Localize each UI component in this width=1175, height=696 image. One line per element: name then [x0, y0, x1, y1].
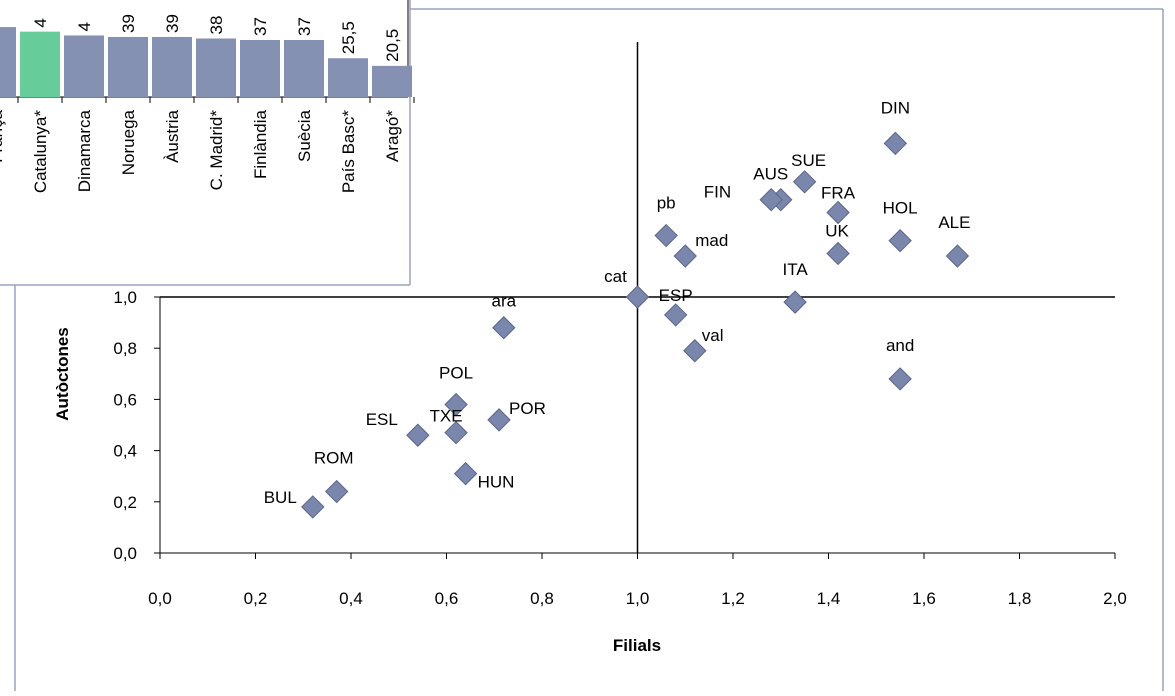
point-label-mad: mad	[695, 231, 728, 250]
bar-value-label: 25,5	[339, 21, 358, 54]
bar	[284, 40, 324, 97]
point-label-esl: ESL	[366, 410, 398, 429]
point-label-val: val	[702, 326, 724, 345]
x-tick-label: 0,4	[339, 589, 363, 608]
point-label-hol: HOL	[883, 199, 918, 218]
scatter-point-pol	[444, 392, 468, 417]
scatter-point-mad	[673, 244, 697, 268]
point-label-pol: POL	[439, 364, 473, 383]
bar-category-label: Aragó*	[383, 110, 402, 162]
bar-value-label: 4	[31, 18, 50, 27]
scatter-point-pb	[654, 223, 678, 248]
y-tick-label: 0,8	[113, 339, 137, 358]
bar	[328, 58, 368, 97]
scatter-point-and	[888, 367, 912, 391]
bar-value-label: 4	[75, 22, 94, 31]
x-tick-label: 0,0	[148, 589, 172, 608]
y-tick-label: 0,6	[113, 390, 137, 409]
x-tick-label: 1,8	[1008, 589, 1032, 608]
point-label-ara: ara	[492, 292, 517, 311]
point-label-fin: FIN	[704, 183, 731, 202]
y-tick-label: 0,4	[113, 442, 137, 461]
bar-value-label: 38	[207, 16, 226, 35]
bar-value-label: 37	[295, 17, 314, 36]
bar-category-label: Dinamarca	[75, 109, 94, 192]
scatter-point-por	[487, 408, 511, 432]
x-tick-label: 0,6	[435, 589, 459, 608]
x-tick-label: 1,0	[626, 589, 650, 608]
bar-series: França Catalunya* 4 Dinamarca 4 Noruega 39 Àust…	[0, 0, 415, 194]
scatter-point-esp	[663, 303, 688, 327]
x-tick-label: 0,8	[530, 589, 554, 608]
scatter-point-txe	[444, 420, 468, 445]
scatter-plot: 0,0 0,2 0,4 0,6 0,8 1,0 1,2 1,4 1,6 1,8 2,0 0,0 0,2 0…	[53, 42, 1127, 655]
scatter-point-uk	[826, 241, 850, 266]
scatter-point-din	[883, 131, 908, 156]
bar-category-label: França	[0, 109, 6, 162]
bar-category-label: País Basc*	[339, 110, 358, 194]
point-label-sue: SUE	[791, 151, 826, 170]
bar-category-label: Noruega	[119, 109, 138, 175]
y-tick-label: 0,0	[113, 544, 137, 563]
scatter-point-hol	[888, 228, 912, 253]
point-label-aus: AUS	[753, 165, 788, 184]
bar	[64, 35, 104, 97]
bar-category-label: Suècia	[295, 109, 314, 162]
x-tick-label: 2,0	[1103, 589, 1127, 608]
scatter-point-bul	[301, 495, 325, 519]
bar	[240, 40, 280, 97]
scatter-point-esl	[406, 423, 430, 447]
y-tick-label: 1,0	[113, 288, 137, 307]
scatter-point-cat	[625, 285, 650, 309]
x-tick-label: 1,6	[912, 589, 936, 608]
bar-value-label: 37	[251, 17, 270, 36]
x-tick-label: 1,4	[817, 589, 841, 608]
x-tick-label: 1,2	[721, 589, 745, 608]
point-label-uk: UK	[825, 221, 849, 240]
bar-category-label: Catalunya*	[31, 110, 50, 194]
point-label-cat: cat	[604, 267, 627, 286]
scatter-point-fra	[826, 200, 850, 225]
bar-value-label: 39	[163, 14, 182, 33]
scatter-point-sue	[792, 170, 817, 194]
bar	[152, 36, 192, 97]
bar-category-label: C. Madrid*	[207, 110, 226, 191]
inset-bar-chart: França Catalunya* 4 Dinamarca 4 Noruega 39 Àust…	[0, 0, 415, 286]
y-tick-label: 0,2	[113, 493, 137, 512]
bar	[108, 36, 148, 97]
scatter-point-hun	[453, 461, 478, 486]
point-label-txe: TXE	[430, 407, 463, 426]
bar	[196, 38, 236, 97]
point-label-ale: ALE	[938, 213, 970, 232]
bar-category-label: Finlàndia	[251, 109, 270, 179]
point-label-esp: ESP	[659, 286, 693, 305]
point-label-and: and	[886, 336, 914, 355]
scatter-point-ale	[945, 244, 970, 268]
point-label-rom: ROM	[314, 449, 354, 468]
bar	[20, 31, 60, 97]
y-axis-title: Autòctones	[53, 327, 72, 421]
x-axis-title: Filials	[613, 636, 661, 655]
point-label-din: DIN	[881, 98, 910, 117]
scatter-point-val	[683, 339, 707, 363]
point-label-ita: ITA	[782, 260, 808, 279]
point-label-bul: BUL	[264, 488, 297, 507]
point-label-por: POR	[509, 399, 546, 418]
scatter-point-fin	[759, 188, 783, 212]
bar-value-label: 39	[119, 14, 138, 33]
scatter-point-ara	[492, 316, 516, 340]
scatter-point-rom	[324, 479, 349, 504]
scatter-point-ita	[783, 290, 807, 314]
bar-value-label: 20,5	[383, 29, 402, 62]
x-tick-label: 0,2	[244, 589, 268, 608]
point-label-hun: HUN	[478, 473, 515, 492]
bar	[372, 65, 412, 97]
point-label-pb: pb	[657, 194, 676, 213]
bar-category-label: Àustria	[163, 109, 182, 162]
bar	[0, 27, 16, 97]
point-label-fra: FRA	[821, 184, 856, 203]
